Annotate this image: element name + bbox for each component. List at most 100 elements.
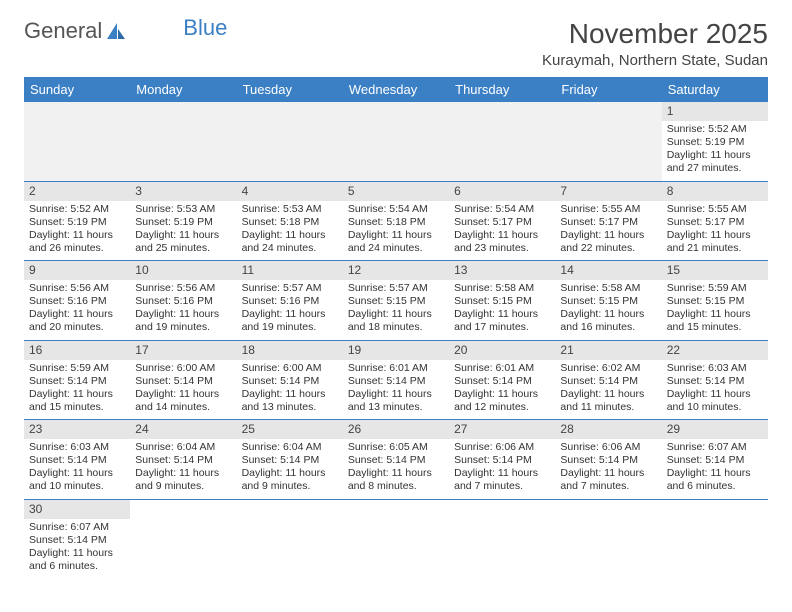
day-number: 29: [662, 420, 768, 439]
sunrise-text: Sunrise: 5:52 AM: [29, 203, 125, 216]
daylight-text: Daylight: 11 hours and 15 minutes.: [29, 388, 125, 414]
day-cell: 3Sunrise: 5:53 AMSunset: 5:19 PMDaylight…: [130, 182, 236, 261]
day-cell: 17Sunrise: 6:00 AMSunset: 5:14 PMDayligh…: [130, 341, 236, 420]
sunset-text: Sunset: 5:14 PM: [135, 375, 231, 388]
daylight-text: Daylight: 11 hours and 6 minutes.: [29, 547, 125, 573]
daylight-text: Daylight: 11 hours and 20 minutes.: [29, 308, 125, 334]
logo-text-blue: Blue: [183, 15, 227, 41]
sunrise-text: Sunrise: 5:54 AM: [348, 203, 444, 216]
sunset-text: Sunset: 5:14 PM: [667, 375, 763, 388]
daylight-text: Daylight: 11 hours and 6 minutes.: [667, 467, 763, 493]
sunset-text: Sunset: 5:16 PM: [29, 295, 125, 308]
sunrise-text: Sunrise: 5:54 AM: [454, 203, 550, 216]
empty-cell: [555, 102, 661, 181]
sunset-text: Sunset: 5:14 PM: [348, 375, 444, 388]
day-number: 25: [237, 420, 343, 439]
sunrise-text: Sunrise: 5:53 AM: [242, 203, 338, 216]
sunrise-text: Sunrise: 5:55 AM: [560, 203, 656, 216]
day-header-cell: Friday: [555, 77, 661, 102]
day-header-cell: Saturday: [662, 77, 768, 102]
sunrise-text: Sunrise: 5:58 AM: [454, 282, 550, 295]
daylight-text: Daylight: 11 hours and 25 minutes.: [135, 229, 231, 255]
day-cell: 5Sunrise: 5:54 AMSunset: 5:18 PMDaylight…: [343, 182, 449, 261]
daylight-text: Daylight: 11 hours and 27 minutes.: [667, 149, 763, 175]
sunrise-text: Sunrise: 5:57 AM: [348, 282, 444, 295]
week-row: 16Sunrise: 5:59 AMSunset: 5:14 PMDayligh…: [24, 341, 768, 421]
sunset-text: Sunset: 5:14 PM: [560, 375, 656, 388]
day-cell: 19Sunrise: 6:01 AMSunset: 5:14 PMDayligh…: [343, 341, 449, 420]
sunrise-text: Sunrise: 6:04 AM: [135, 441, 231, 454]
day-number: 7: [555, 182, 661, 201]
daylight-text: Daylight: 11 hours and 19 minutes.: [242, 308, 338, 334]
day-number: 5: [343, 182, 449, 201]
empty-cell: [662, 500, 768, 579]
day-number: 10: [130, 261, 236, 280]
week-row: 2Sunrise: 5:52 AMSunset: 5:19 PMDaylight…: [24, 182, 768, 262]
week-row: 23Sunrise: 6:03 AMSunset: 5:14 PMDayligh…: [24, 420, 768, 500]
daylight-text: Daylight: 11 hours and 24 minutes.: [348, 229, 444, 255]
day-header-cell: Thursday: [449, 77, 555, 102]
sunrise-text: Sunrise: 6:01 AM: [454, 362, 550, 375]
sunset-text: Sunset: 5:15 PM: [560, 295, 656, 308]
sunrise-text: Sunrise: 5:59 AM: [29, 362, 125, 375]
empty-cell: [555, 500, 661, 579]
day-number: 1: [662, 102, 768, 121]
day-number: 9: [24, 261, 130, 280]
day-number: 30: [24, 500, 130, 519]
daylight-text: Daylight: 11 hours and 7 minutes.: [454, 467, 550, 493]
empty-cell: [237, 102, 343, 181]
day-cell: 24Sunrise: 6:04 AMSunset: 5:14 PMDayligh…: [130, 420, 236, 499]
day-number: 8: [662, 182, 768, 201]
day-cell: 11Sunrise: 5:57 AMSunset: 5:16 PMDayligh…: [237, 261, 343, 340]
sunset-text: Sunset: 5:19 PM: [135, 216, 231, 229]
month-title: November 2025: [542, 18, 768, 50]
empty-cell: [343, 500, 449, 579]
empty-cell: [449, 102, 555, 181]
day-number: 16: [24, 341, 130, 360]
day-cell: 30Sunrise: 6:07 AMSunset: 5:14 PMDayligh…: [24, 500, 130, 579]
day-cell: 26Sunrise: 6:05 AMSunset: 5:14 PMDayligh…: [343, 420, 449, 499]
day-number: 24: [130, 420, 236, 439]
day-header-cell: Sunday: [24, 77, 130, 102]
sunrise-text: Sunrise: 6:03 AM: [667, 362, 763, 375]
day-number: 12: [343, 261, 449, 280]
sunset-text: Sunset: 5:14 PM: [242, 375, 338, 388]
sunset-text: Sunset: 5:15 PM: [667, 295, 763, 308]
day-number: 15: [662, 261, 768, 280]
daylight-text: Daylight: 11 hours and 11 minutes.: [560, 388, 656, 414]
daylight-text: Daylight: 11 hours and 19 minutes.: [135, 308, 231, 334]
empty-cell: [237, 500, 343, 579]
sunset-text: Sunset: 5:19 PM: [667, 136, 763, 149]
week-row: 1 Sunrise: 5:52 AMSunset: 5:19 PMDaylight…: [24, 102, 768, 182]
sunset-text: Sunset: 5:17 PM: [667, 216, 763, 229]
sunrise-text: Sunrise: 5:56 AM: [135, 282, 231, 295]
sunset-text: Sunset: 5:14 PM: [29, 375, 125, 388]
sunset-text: Sunset: 5:14 PM: [454, 454, 550, 467]
sunrise-text: Sunrise: 5:52 AM: [667, 123, 763, 136]
sunrise-text: Sunrise: 5:56 AM: [29, 282, 125, 295]
daylight-text: Daylight: 11 hours and 13 minutes.: [242, 388, 338, 414]
logo-text-general: General: [24, 18, 102, 44]
empty-cell: [24, 102, 130, 181]
sunrise-text: Sunrise: 5:57 AM: [242, 282, 338, 295]
day-number: 18: [237, 341, 343, 360]
day-cell: 13Sunrise: 5:58 AMSunset: 5:15 PMDayligh…: [449, 261, 555, 340]
sunrise-text: Sunrise: 6:02 AM: [560, 362, 656, 375]
daylight-text: Daylight: 11 hours and 8 minutes.: [348, 467, 444, 493]
day-cell: 15Sunrise: 5:59 AMSunset: 5:15 PMDayligh…: [662, 261, 768, 340]
day-header-cell: Tuesday: [237, 77, 343, 102]
daylight-text: Daylight: 11 hours and 14 minutes.: [135, 388, 231, 414]
day-cell: 16 Sunrise: 5:59 AMSunset: 5:14 PMDayligh…: [24, 341, 130, 420]
day-cell: 7Sunrise: 5:55 AMSunset: 5:17 PMDaylight…: [555, 182, 661, 261]
day-cell: 20Sunrise: 6:01 AMSunset: 5:14 PMDayligh…: [449, 341, 555, 420]
daylight-text: Daylight: 11 hours and 15 minutes.: [667, 308, 763, 334]
day-cell: 9 Sunrise: 5:56 AMSunset: 5:16 PMDaylight…: [24, 261, 130, 340]
day-cell: 21Sunrise: 6:02 AMSunset: 5:14 PMDayligh…: [555, 341, 661, 420]
sunset-text: Sunset: 5:14 PM: [560, 454, 656, 467]
empty-cell: [343, 102, 449, 181]
daylight-text: Daylight: 11 hours and 10 minutes.: [29, 467, 125, 493]
empty-cell: [449, 500, 555, 579]
daylight-text: Daylight: 11 hours and 23 minutes.: [454, 229, 550, 255]
week-row: 30Sunrise: 6:07 AMSunset: 5:14 PMDayligh…: [24, 500, 768, 579]
day-cell: 4Sunrise: 5:53 AMSunset: 5:18 PMDaylight…: [237, 182, 343, 261]
